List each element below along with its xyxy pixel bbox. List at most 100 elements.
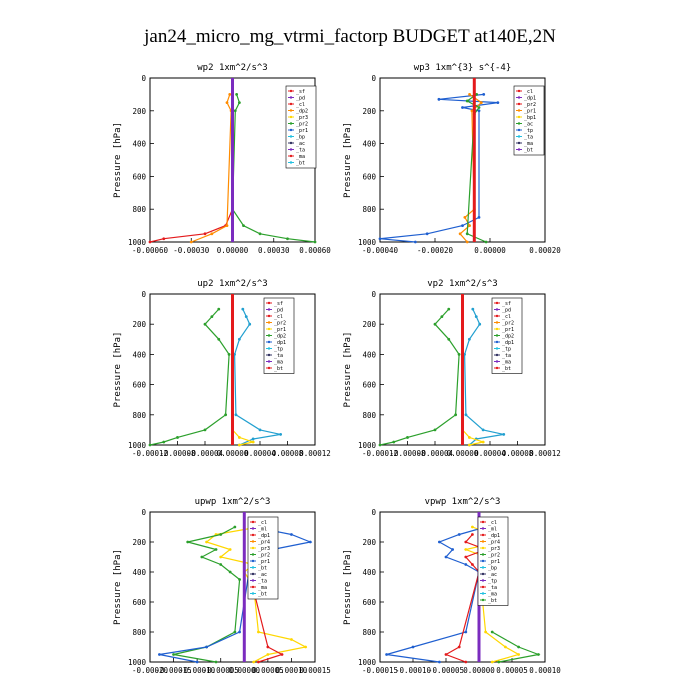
legend-label: _bt <box>502 366 511 372</box>
data-point <box>203 232 207 236</box>
legend-marker <box>495 321 499 324</box>
panel-3: up2 1xm^2/s^302004006008001000-0.00012-0… <box>113 279 331 458</box>
data-point <box>504 645 507 649</box>
legend-label: _pr3 <box>258 546 270 552</box>
legend-label: _ta <box>502 353 511 359</box>
legend-marker <box>517 89 521 93</box>
legend-marker <box>289 109 293 112</box>
legend-marker <box>495 327 499 331</box>
y-tick-label: 600 <box>132 598 146 607</box>
x-tick-label: -0.00005 <box>428 666 464 675</box>
data-point <box>497 660 501 664</box>
legend-marker <box>251 579 255 582</box>
series-line-dp1 <box>463 308 504 446</box>
data-point <box>217 337 221 341</box>
x-tick-label: 0.00000 <box>217 449 249 458</box>
data-point <box>464 413 468 417</box>
legend-label: _pr1 <box>524 108 536 114</box>
x-tick-label: -0.00012 <box>132 449 168 458</box>
panel-title: up2 1xm^2/s^3 <box>197 279 267 289</box>
legend-label: _pd <box>274 307 283 313</box>
data-point <box>467 436 471 439</box>
legend-marker <box>481 546 485 550</box>
legend-label: _pr4 <box>488 539 500 545</box>
data-point <box>465 232 469 236</box>
data-point <box>205 645 208 649</box>
panel-title: vpwp 1xm^2/s^3 <box>425 497 501 507</box>
legend-marker <box>289 154 293 158</box>
legend-marker <box>289 161 293 164</box>
x-tick-label: 0.00020 <box>529 246 561 255</box>
data-point <box>148 240 152 244</box>
data-point <box>200 555 204 559</box>
data-point <box>411 645 415 649</box>
x-tick-label: 0.00010 <box>529 666 561 675</box>
legend-label: _sf <box>296 89 305 95</box>
data-point <box>238 630 241 634</box>
data-point <box>304 645 307 649</box>
legend-label: _ta <box>488 585 497 591</box>
legend-label: _dp1 <box>274 340 286 346</box>
data-point <box>490 630 494 634</box>
data-point <box>481 428 485 432</box>
series-line-pr2 <box>462 429 486 446</box>
x-tick-label: 0.00004 <box>474 449 506 458</box>
data-point <box>438 660 441 664</box>
x-tick-label: -0.00020 <box>417 246 454 255</box>
data-point <box>233 630 237 634</box>
data-point <box>440 315 444 319</box>
legend-marker <box>251 553 255 556</box>
x-tick-label: 0.00005 <box>496 666 528 675</box>
data-point <box>464 555 468 559</box>
data-point <box>280 653 284 656</box>
data-point <box>517 653 520 656</box>
data-point <box>457 353 461 356</box>
series-line-pr2 <box>232 429 256 446</box>
legend-marker <box>289 102 293 106</box>
series-line-pr1 <box>149 208 234 243</box>
legend-marker <box>251 572 255 576</box>
legend-marker <box>267 334 271 337</box>
y-tick-label: 800 <box>132 205 146 214</box>
data-point <box>228 93 232 96</box>
data-point <box>470 109 474 113</box>
data-point <box>457 533 461 536</box>
data-point <box>290 533 293 536</box>
legend-marker <box>517 96 521 99</box>
y-tick-label: 800 <box>362 205 376 214</box>
x-tick-label: -0.00004 <box>187 449 224 458</box>
data-point <box>467 337 471 341</box>
data-point <box>438 540 441 544</box>
y-axis-label: Pressure [hPa] <box>113 549 123 625</box>
data-point <box>444 653 448 656</box>
legend-box <box>477 516 509 606</box>
legend-marker <box>251 566 255 569</box>
legend-label: _ta <box>274 353 283 359</box>
series-line-dp1 <box>386 526 486 663</box>
legend-marker <box>495 360 499 363</box>
legend-marker <box>267 353 271 357</box>
data-point <box>461 224 464 228</box>
data-point <box>471 525 474 529</box>
data-point <box>203 428 207 432</box>
legend-label: _bt <box>258 565 267 571</box>
data-point <box>425 232 429 236</box>
panel-title: wp3 1xm^{3} s^{-4} <box>414 63 512 73</box>
legend-label: _ta <box>524 134 533 140</box>
legend-marker <box>495 334 499 337</box>
legend-label: _ac <box>258 572 267 578</box>
data-point <box>219 563 223 566</box>
legend-label: _cl <box>488 520 497 526</box>
legend-label: _bp <box>296 134 305 140</box>
data-point <box>378 237 382 241</box>
y-tick-label: 200 <box>132 320 146 329</box>
legend-label: _pr3 <box>296 115 308 121</box>
legend-marker <box>517 135 521 138</box>
legend-marker <box>481 579 485 582</box>
data-point <box>479 101 483 104</box>
data-point <box>172 653 175 656</box>
data-point <box>477 109 481 113</box>
y-axis-label: Pressure [hPa] <box>343 332 353 408</box>
x-tick-label: 0.00012 <box>529 449 561 458</box>
data-point <box>447 337 451 341</box>
